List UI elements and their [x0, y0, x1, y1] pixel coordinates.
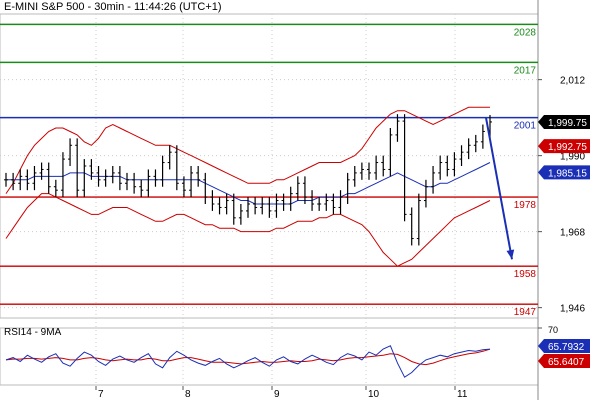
level-label-1958: 1958: [514, 269, 537, 280]
forecast-arrow-shaft: [485, 117, 513, 260]
rsi-tick-label: 70: [548, 325, 558, 335]
rsi-price-tag-label: 65.6407: [548, 357, 585, 368]
level-label-2017: 2017: [514, 65, 537, 76]
rsi-panel-title: RSI14 - 9MA: [4, 327, 62, 338]
upper-band-line: [5, 106, 490, 194]
price-tag: [538, 165, 590, 180]
level-label-1947: 1947: [514, 307, 537, 318]
y-tick-label: 1,968: [560, 228, 585, 239]
price-tag: [538, 114, 590, 129]
y-tick-label: 1,946: [560, 304, 585, 315]
x-tick-label: 7: [98, 389, 104, 400]
rsi-line: [5, 345, 491, 378]
forecast-arrow-head: [506, 249, 515, 260]
chart-title: E-MINI S&P 500 - 30min - 11:44:26 (UTC+1…: [4, 1, 222, 13]
x-tick-label: 9: [274, 389, 280, 400]
level-label-2001: 2001: [514, 121, 537, 132]
level-label-1978: 1978: [514, 200, 537, 211]
lower-band-line: [5, 193, 491, 267]
rsi-ma-line: [5, 348, 491, 366]
level-label-2028: 2028: [514, 27, 537, 38]
x-tick-label: 11: [457, 389, 468, 400]
rsi-price-tag: [538, 354, 590, 368]
y-tick-label: 1,990: [560, 152, 585, 163]
price-pane-frame: [0, 13, 539, 319]
price-tag: [538, 139, 590, 154]
rsi-price-tag: [538, 339, 590, 353]
price-tag-label: 1,999.75: [548, 118, 587, 129]
rsi-price-tag-label: 65.7932: [548, 342, 585, 353]
price-tag-label: 1,992.75: [548, 142, 587, 153]
x-tick-label: 8: [185, 389, 191, 400]
price-tag-label: 1,985.15: [548, 168, 587, 179]
y-tick-label: 2,012: [560, 76, 585, 87]
x-tick-label: 10: [368, 389, 380, 400]
